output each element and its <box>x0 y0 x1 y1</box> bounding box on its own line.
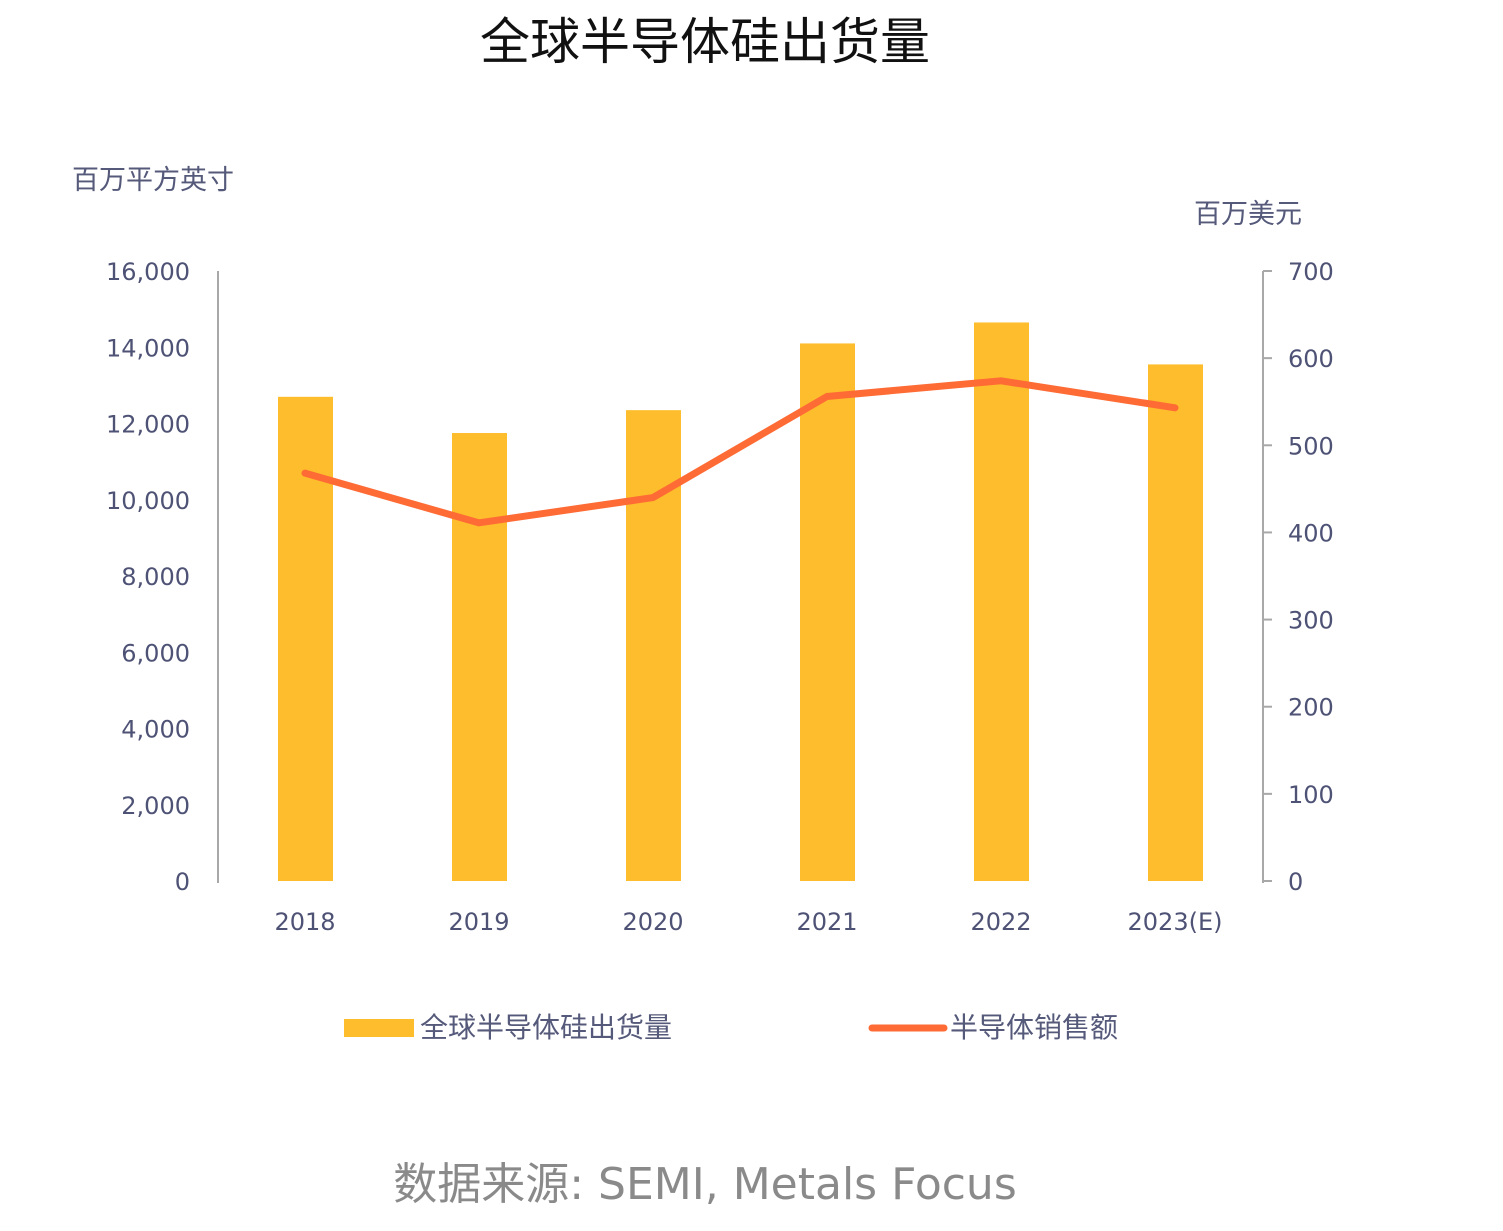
left-axis-label: 百万平方英寸 <box>72 165 234 196</box>
left-tick-label: 12,000 <box>106 411 190 439</box>
x-tick-label: 2021 <box>796 908 857 936</box>
bar-2020 <box>626 410 681 881</box>
right-tick-label: 700 <box>1288 258 1334 286</box>
left-tick-label: 10,000 <box>106 487 190 515</box>
legend-line-label: 半导体销售额 <box>950 1011 1118 1044</box>
bar-2018 <box>278 396 333 881</box>
left-tick-label: 6,000 <box>121 639 190 667</box>
left-tick-label: 0 <box>175 868 190 896</box>
bar-2021 <box>800 343 855 881</box>
right-tick-label: 300 <box>1288 607 1334 635</box>
x-tick-label: 2018 <box>274 908 335 936</box>
x-tick-label: 2019 <box>448 908 509 936</box>
legend-bar-swatch <box>344 1019 414 1037</box>
left-tick-label: 14,000 <box>106 334 190 362</box>
right-tick-label: 100 <box>1288 781 1334 809</box>
source-note: 数据来源: SEMI, Metals Focus <box>393 1159 1017 1210</box>
right-tick-label: 400 <box>1288 519 1334 547</box>
line-series-sales <box>301 377 1179 527</box>
bar-2019 <box>452 433 507 881</box>
right-tick-label: 500 <box>1288 432 1334 460</box>
right-tick-label: 0 <box>1288 868 1303 896</box>
right-tick-label: 200 <box>1288 694 1334 722</box>
legend-bar-label: 全球半导体硅出货量 <box>420 1011 672 1044</box>
left-tick-label: 8,000 <box>121 563 190 591</box>
left-tick-label: 16,000 <box>106 258 190 286</box>
left-tick-label: 2,000 <box>121 792 190 820</box>
x-tick-label: 2020 <box>622 908 683 936</box>
right-tick-label: 600 <box>1288 345 1334 373</box>
x-tick-label: 2022 <box>970 908 1031 936</box>
chart-title: 全球半导体硅出货量 <box>480 13 930 71</box>
right-axis-label: 百万美元 <box>1194 199 1302 230</box>
left-tick-label: 4,000 <box>121 716 190 744</box>
bar-2022 <box>974 322 1029 881</box>
x-tick-label: 2023(E) <box>1128 908 1223 936</box>
bar-2023(E) <box>1148 364 1203 881</box>
